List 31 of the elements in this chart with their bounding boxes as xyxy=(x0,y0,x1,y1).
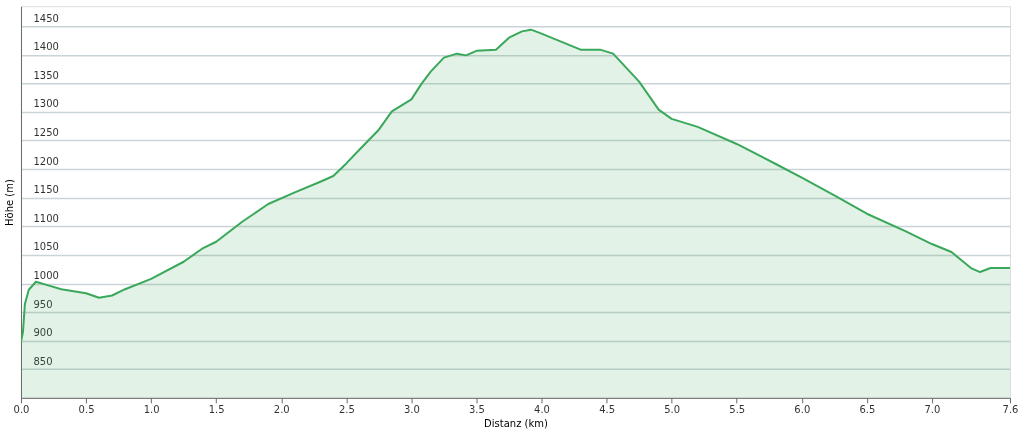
x-tick-label: 4.5 xyxy=(599,404,616,416)
x-tick-label: 5.0 xyxy=(664,404,681,416)
x-tick-label: 0.0 xyxy=(13,404,30,416)
x-tick-label: 4.0 xyxy=(534,404,550,416)
y-tick-label: 1200 xyxy=(33,155,59,167)
y-tick-label: 1450 xyxy=(33,12,59,24)
y-tick-label: 900 xyxy=(33,327,53,339)
y-tick-label: 950 xyxy=(33,298,53,310)
y-tick-label: 1050 xyxy=(33,241,59,253)
x-tick-label: 6.0 xyxy=(794,404,811,416)
x-tick-label: 6.5 xyxy=(859,404,876,416)
y-tick-label: 1100 xyxy=(33,212,59,224)
x-tick-label: 0.5 xyxy=(78,404,95,416)
x-axis-title: Distanz (km) xyxy=(484,418,548,430)
y-tick-label: 1300 xyxy=(33,98,59,110)
x-tick-label: 1.0 xyxy=(143,404,160,416)
y-tick-label: 1000 xyxy=(33,269,59,281)
x-tick-label: 7.6 xyxy=(1002,404,1019,416)
x-tick-label: 5.5 xyxy=(729,404,746,416)
x-tick-label: 2.5 xyxy=(338,404,355,416)
y-tick-label: 850 xyxy=(33,355,53,367)
y-tick-label: 1400 xyxy=(33,41,59,53)
x-tick-label: 3.5 xyxy=(469,404,485,416)
x-tick-label: 3.0 xyxy=(403,404,420,416)
y-tick-label: 1350 xyxy=(33,69,59,81)
y-tick-label: 1150 xyxy=(33,184,59,196)
y-axis-title: Höhe (m) xyxy=(3,179,15,226)
y-tick-label: 1250 xyxy=(33,127,59,139)
x-tick-label: 7.0 xyxy=(924,404,941,416)
x-tick-label: 2.0 xyxy=(273,404,290,416)
x-tick-label: 1.5 xyxy=(208,404,225,416)
